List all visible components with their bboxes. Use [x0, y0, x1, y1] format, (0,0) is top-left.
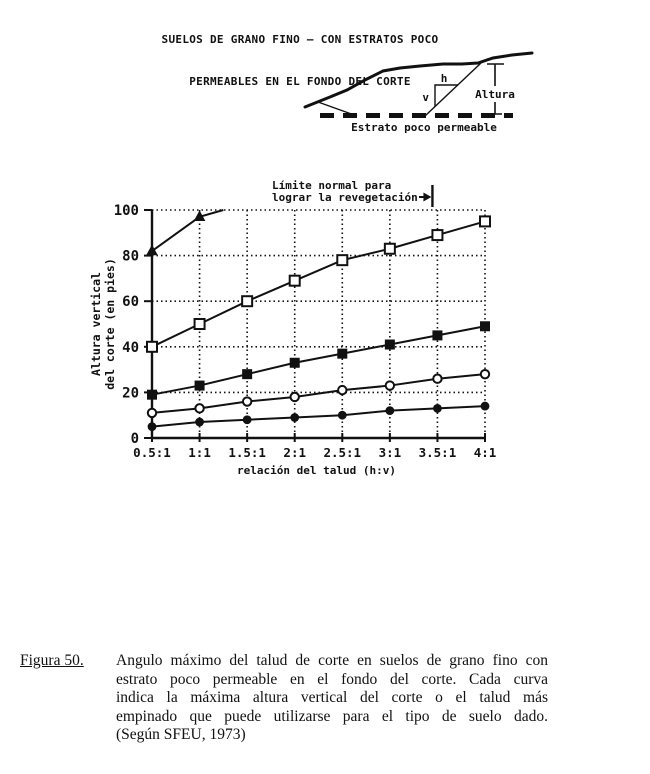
marker-square-open — [479, 215, 491, 228]
y-tick-label: 40 — [122, 340, 139, 356]
figure-label: Figura 50. — [20, 652, 84, 669]
y-tick-label: 80 — [122, 249, 139, 265]
h-label: h — [441, 72, 448, 85]
series-circle-open — [146, 368, 491, 419]
marker-square-filled — [147, 389, 157, 400]
altura-dimension-line — [487, 63, 504, 115]
v-label: v — [422, 91, 429, 104]
marker-square-filled — [337, 348, 348, 359]
slope-cross-section-diagram: h v Altura Estrato poco permeable — [303, 51, 534, 134]
series-triangle-filled — [146, 209, 224, 256]
marker-circle-filled — [147, 422, 157, 431]
marker-square-open — [383, 242, 396, 255]
figure-heading-line1: SUELOS DE GRANO FINO – CON ESTRATOS POCO — [161, 33, 439, 46]
marker-square-filled — [480, 321, 490, 332]
marker-circle-filled — [385, 406, 395, 416]
marker-square-open — [146, 340, 158, 353]
marker-circle-filled — [480, 401, 490, 411]
annotation-arrow-head — [423, 192, 432, 202]
x-axis-title: relación del talud (h:v) — [237, 464, 396, 477]
estrato-label: Estrato poco permeable — [351, 121, 497, 134]
marker-square-filled — [289, 357, 300, 368]
marker-square-open — [288, 274, 301, 287]
series-line — [151, 209, 224, 252]
series-line — [151, 220, 486, 348]
marker-circle-filled — [337, 410, 347, 420]
x-tick-label: 2.5:1 — [323, 445, 361, 460]
hv-right-angle — [434, 84, 458, 107]
x-tick-label: 1:1 — [188, 445, 211, 460]
marker-circle-open — [384, 380, 396, 391]
marker-square-filled — [194, 380, 205, 391]
x-tick-label: 4:1 — [474, 445, 497, 460]
marker-triangle-filled — [193, 210, 206, 222]
series-line — [151, 405, 486, 428]
caption-line: empinado que puede utilizarse para el ti… — [116, 707, 548, 725]
marker-circle-filled — [433, 403, 442, 413]
chart: 0 20 40 60 80 100 0.5:1 1:1 1.5:1 2:1 2.5:1 3:1 3.5:… — [89, 179, 497, 477]
figure-heading: SUELOS DE GRANO FINO – CON ESTRATOS POCO… — [0, 5, 600, 117]
figure-heading-line2: PERMEABLES EN EL FONDO DEL CORTE — [189, 75, 411, 88]
x-tick-label: 0.5:1 — [133, 445, 171, 460]
x-tick-label: 3.5:1 — [419, 445, 457, 460]
cut-slope-line — [424, 62, 482, 117]
caption-line: Angulo máximo del talud de corte en suel… — [116, 652, 548, 669]
caption-body: Angulo máximo del talud de corte en suel… — [116, 652, 548, 745]
x-tick-label: 3:1 — [379, 445, 402, 460]
marker-circle-open — [432, 373, 443, 384]
annotation-line1: Límite normal para — [272, 179, 391, 192]
marker-square-open — [193, 318, 206, 330]
y-tick-label: 60 — [122, 294, 139, 310]
series-line — [151, 325, 486, 396]
marker-square-filled — [432, 330, 443, 341]
marker-square-open — [336, 254, 349, 267]
marker-circle-filled — [195, 417, 204, 427]
y-axis-title-line1: Altura vertical — [89, 272, 103, 376]
marker-square-filled — [384, 339, 395, 350]
caption-line: (Según SFEU, 1973) — [116, 726, 246, 743]
x-tick-label: 2:1 — [283, 445, 306, 460]
series-circle-filled — [147, 401, 490, 431]
caption-line: estrato poco permeable en el fondo del c… — [116, 670, 548, 688]
marker-circle-open — [479, 368, 491, 380]
marker-circle-filled — [242, 415, 252, 425]
marker-square-filled — [242, 369, 253, 380]
marker-circle-open — [337, 384, 348, 396]
marker-circle-open — [289, 391, 300, 403]
series-line — [151, 373, 486, 414]
marker-square-open — [241, 295, 254, 308]
marker-square-open — [431, 229, 444, 242]
caption-line: indica la máxima altura vertical del cor… — [116, 689, 548, 706]
x-tick-label: 1.5:1 — [228, 445, 266, 460]
y-tick-label: 20 — [122, 385, 139, 401]
annotation-line2: lograr la revegetación — [272, 191, 418, 204]
marker-circle-open — [241, 396, 253, 407]
marker-circle-open — [194, 403, 205, 414]
series-square-open — [146, 215, 491, 353]
marker-triangle-filled — [146, 244, 158, 256]
y-tick-label: 0 — [131, 431, 139, 447]
y-tick-label: 100 — [114, 203, 139, 219]
ground-surface-line — [303, 51, 534, 109]
series-square-filled — [147, 321, 490, 400]
altura-label: Altura — [475, 88, 515, 101]
marker-circle-filled — [290, 413, 300, 422]
marker-circle-open — [146, 407, 158, 419]
y-axis-title-line2: del corte (en pies) — [103, 258, 117, 390]
